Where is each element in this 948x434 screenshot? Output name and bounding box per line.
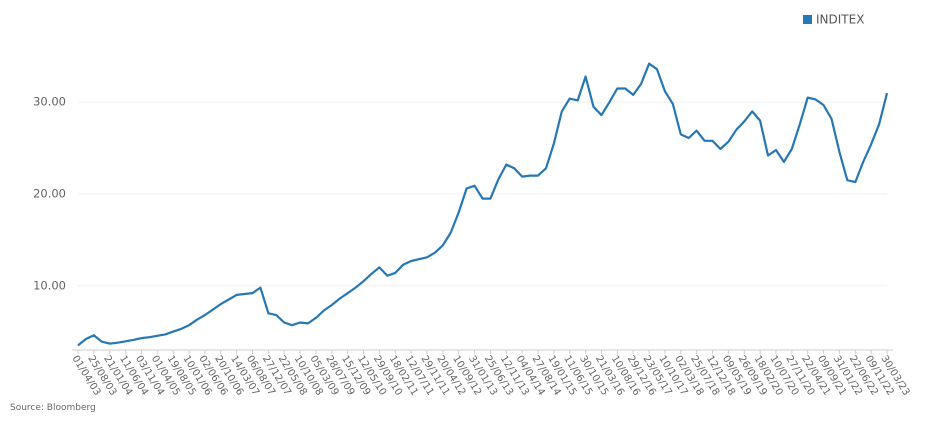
price-line <box>77 62 889 347</box>
y-tick-label: 30.00 <box>33 95 66 109</box>
legend-label: INDITEX <box>816 13 864 27</box>
y-tick-label: 10.00 <box>33 278 66 292</box>
source-note: Source: Bloomberg <box>10 403 96 413</box>
legend-swatch <box>803 15 812 24</box>
y-tick-label: 20.00 <box>33 187 66 201</box>
